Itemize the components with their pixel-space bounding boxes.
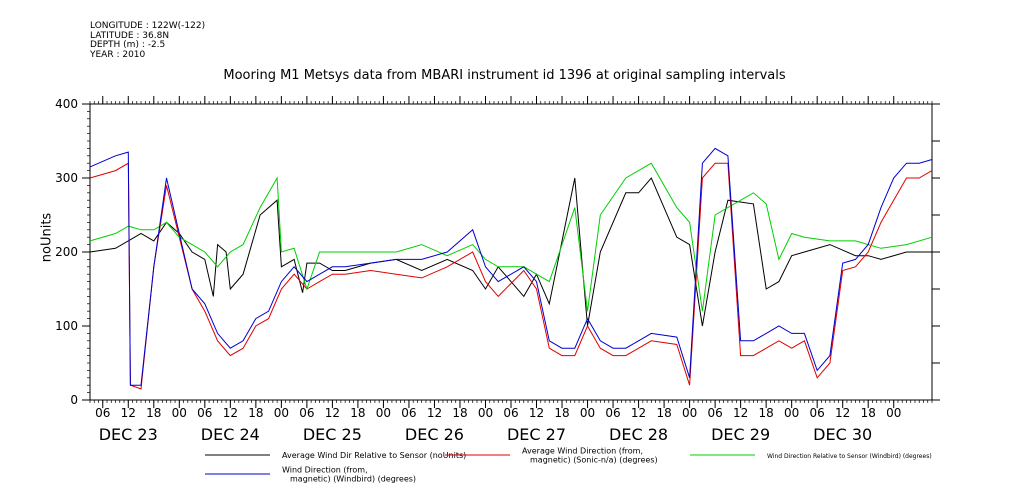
x-day-label: DEC 24 <box>201 425 260 444</box>
legend-label-2: magnetic) (Sonic-n/a) (degrees) <box>530 456 658 465</box>
x-tick-label: 00 <box>478 406 493 420</box>
x-day-label: DEC 29 <box>711 425 770 444</box>
series-line-4 <box>89 147 933 386</box>
x-day-label: DEC 25 <box>303 425 362 444</box>
x-tick-label: 06 <box>810 406 825 420</box>
year-text: YEAR : 2010 <box>90 49 146 60</box>
depth-text: DEPTH (m) : -2.5 <box>90 40 166 50</box>
x-tick-label: 18 <box>350 406 365 420</box>
x-tick-label: 12 <box>325 406 340 420</box>
series-line-3 <box>89 162 933 312</box>
x-tick-label: 06 <box>707 406 722 420</box>
legend-label-1: Average Wind Dir Relative to Sensor (noU… <box>282 451 466 460</box>
x-tick-label: 00 <box>886 406 901 420</box>
x-tick-label: 12 <box>631 406 646 420</box>
series-line-2 <box>89 162 933 390</box>
y-tick-label: 100 <box>55 319 78 333</box>
series-line-1 <box>89 177 932 327</box>
x-day-label: DEC 26 <box>405 425 464 444</box>
x-tick-label: 18 <box>759 406 774 420</box>
x-tick-label: 18 <box>656 406 671 420</box>
x-day-label: DEC 23 <box>99 425 158 444</box>
x-tick-label: 06 <box>95 406 110 420</box>
x-tick-label: 18 <box>452 406 467 420</box>
metadata-block: LONGITUDE : 122W(-122) LATITUDE : 36.8N … <box>90 21 206 60</box>
x-tick-label: 06 <box>197 406 212 420</box>
latitude-text: LATITUDE : 36.8N <box>90 30 170 41</box>
x-tick-label: 12 <box>121 406 136 420</box>
x-tick-label: 06 <box>503 406 518 420</box>
legend-label-4: Wind Direction (from, <box>282 466 368 475</box>
x-tick-label: 06 <box>605 406 620 420</box>
x-tick-label: 00 <box>580 406 595 420</box>
y-tick-label: 300 <box>55 171 78 185</box>
x-tick-label: 18 <box>861 406 876 420</box>
y-tick-label: 0 <box>70 393 78 407</box>
x-tick-label: 06 <box>299 406 314 420</box>
x-tick-label: 00 <box>376 406 391 420</box>
x-tick-label: 18 <box>248 406 263 420</box>
x-tick-label: 12 <box>835 406 850 420</box>
x-tick-label: 12 <box>223 406 238 420</box>
x-tick-label: 06 <box>401 406 416 420</box>
x-tick-label: 18 <box>554 406 569 420</box>
legend-label-2: Average Wind Direction (from, <box>522 447 643 456</box>
x-tick-label: 00 <box>274 406 289 420</box>
x-tick-label: 12 <box>529 406 544 420</box>
x-tick-label: 12 <box>427 406 442 420</box>
y-tick-label: 200 <box>55 245 78 259</box>
y-tick-label: 400 <box>55 97 78 111</box>
chart-title: Mooring M1 Metsys data from MBARI instru… <box>223 68 786 83</box>
x-day-label: DEC 27 <box>507 425 566 444</box>
x-tick-label: 18 <box>146 406 161 420</box>
x-tick-label: 00 <box>682 406 697 420</box>
x-day-label: DEC 30 <box>813 425 872 444</box>
x-tick-label: 12 <box>733 406 748 420</box>
x-tick-label: 00 <box>784 406 799 420</box>
x-tick-label: 00 <box>172 406 187 420</box>
legend-label-4: magnetic) (Windbird) (degrees) <box>290 475 416 484</box>
longitude-text: LONGITUDE : 122W(-122) <box>90 21 206 31</box>
x-day-label: DEC 28 <box>609 425 668 444</box>
legend-label-3: Wind Direction Relative to Sensor (Windb… <box>767 453 932 460</box>
